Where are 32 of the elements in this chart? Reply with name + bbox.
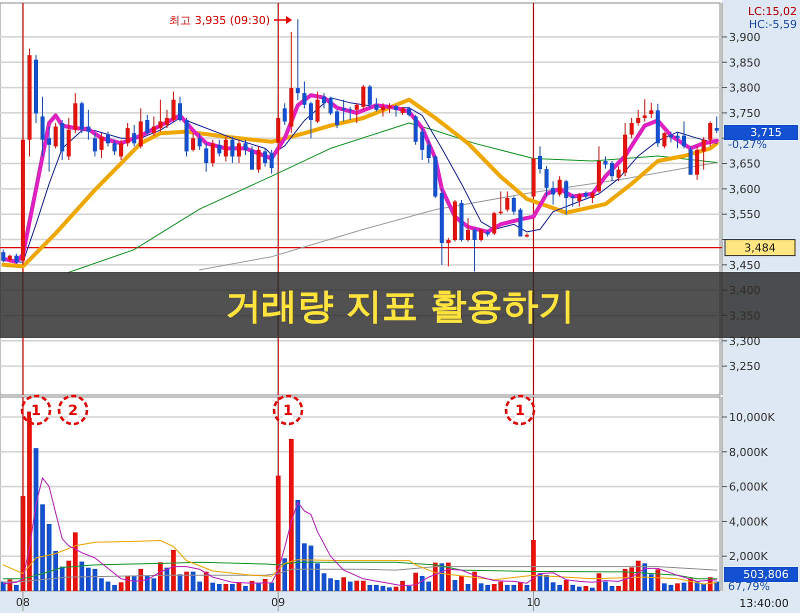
- y-tick-label: 3,550: [729, 208, 760, 222]
- y-tick-label: 6,000K: [729, 480, 768, 494]
- text: LC:15,02: [748, 5, 797, 18]
- x-tick-label: 09: [271, 596, 286, 609]
- y-tick-label: 8,000K: [729, 446, 768, 459]
- y-tick-label: 2,000K: [729, 550, 768, 564]
- y-tick-label: 3,300: [729, 334, 760, 348]
- text: HC:-5,59: [748, 18, 797, 31]
- x-tick-label: 10: [526, 596, 540, 609]
- text: 503,806: [743, 568, 789, 581]
- text: 67,79%: [728, 580, 770, 593]
- y-tick-label: 3,850: [729, 56, 760, 70]
- y-tick-label: 3,600: [729, 182, 760, 196]
- x-tick-label: 08: [16, 596, 30, 609]
- annotation: 2: [68, 403, 78, 419]
- annotation: 최고 3,935 (09:30): [169, 14, 270, 27]
- y-tick-label: 3,650: [729, 158, 760, 171]
- y-tick-label: 3,250: [729, 360, 760, 374]
- ref-line-label: 3,484: [744, 242, 776, 255]
- y-tick-label: 3,450: [729, 258, 760, 272]
- text: 거래량 지표 활용하기: [225, 286, 575, 327]
- text: 3,715: [750, 126, 782, 139]
- text: 13:40:00: [739, 597, 789, 610]
- y-tick-label: 3,900: [729, 30, 760, 44]
- text: -0,27%: [728, 138, 767, 151]
- annotation: 1: [283, 403, 293, 419]
- annotation: 1: [31, 403, 41, 419]
- y-tick-label: 10,000K: [729, 411, 776, 424]
- annotation: 1: [515, 403, 525, 419]
- y-tick-label: 3,800: [729, 82, 760, 95]
- y-tick-label: 3,750: [729, 106, 760, 120]
- y-tick-label: 4,000K: [729, 515, 768, 528]
